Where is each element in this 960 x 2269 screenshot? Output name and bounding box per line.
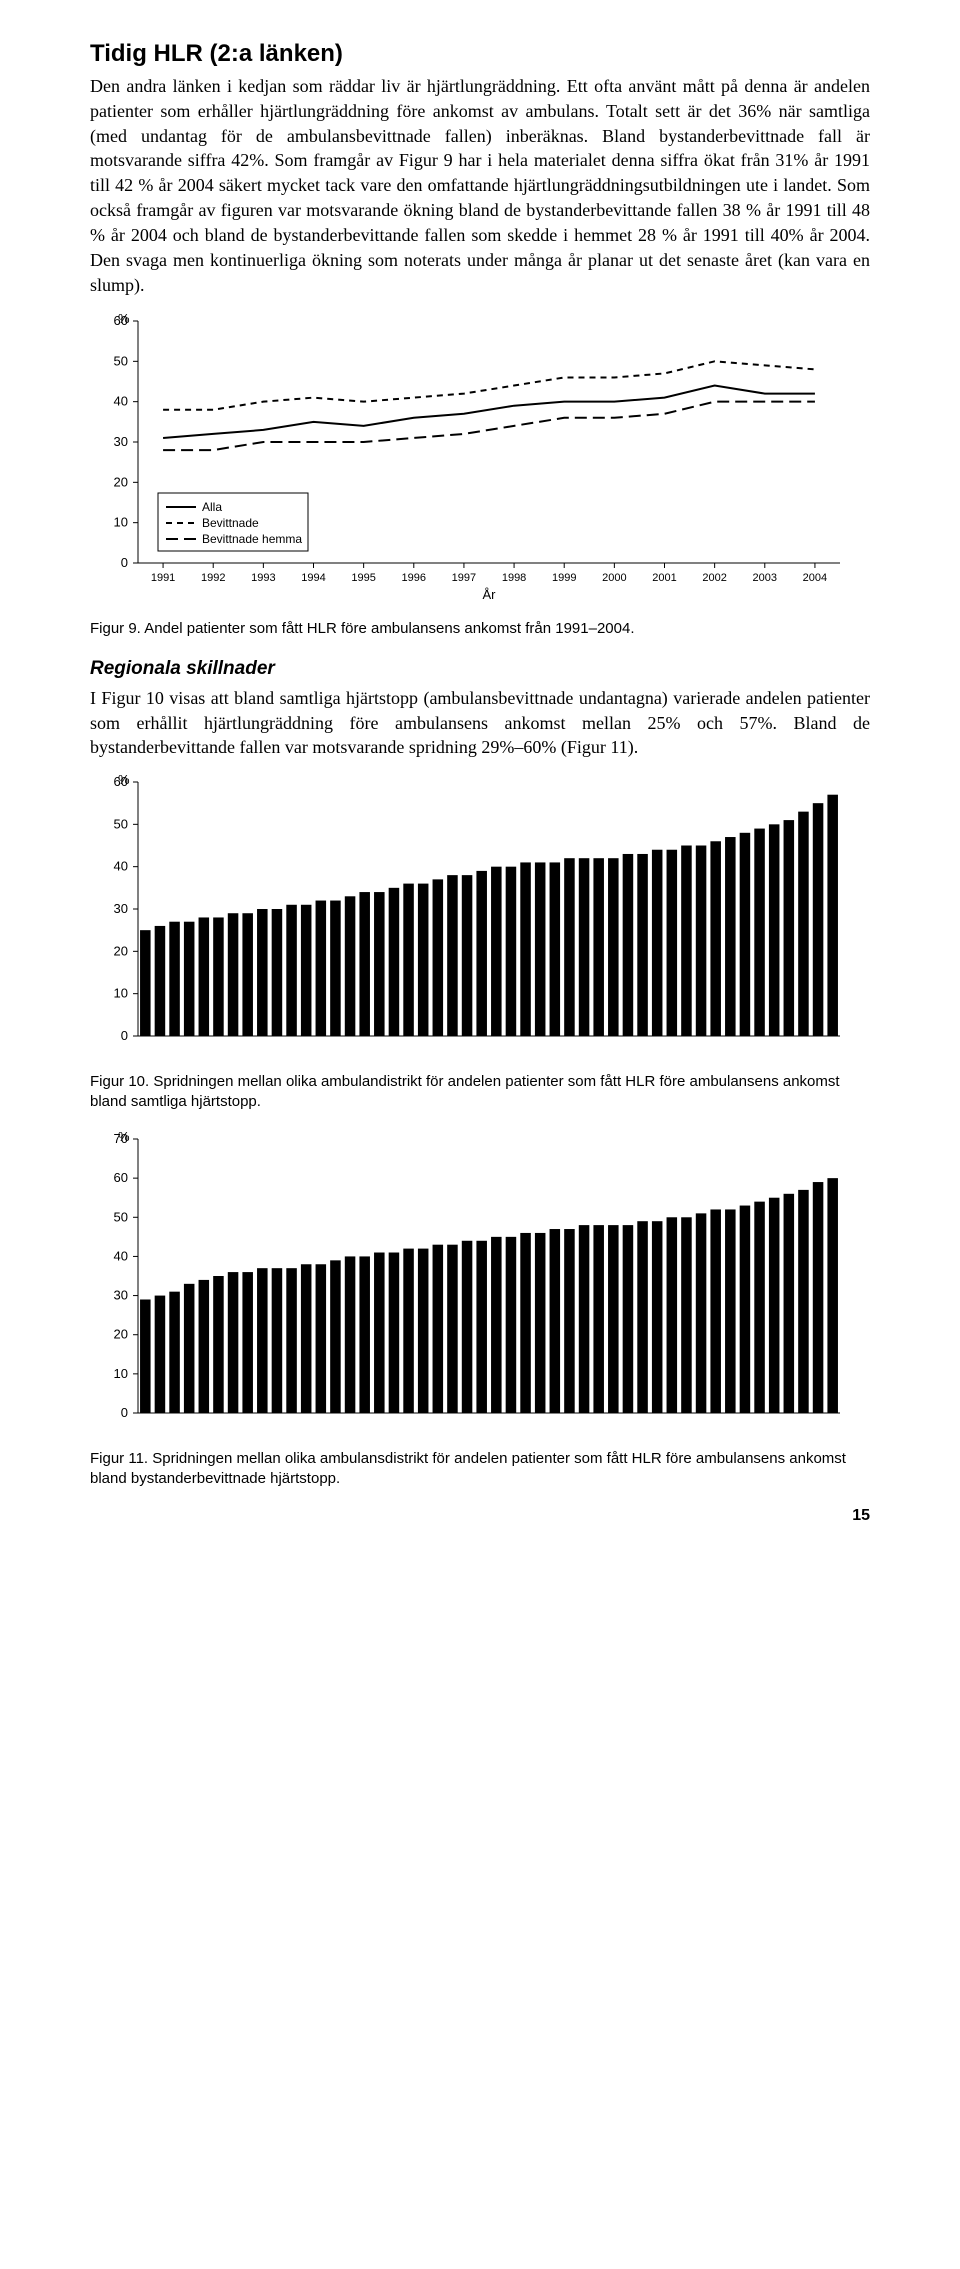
subheading-regional: Regionala skillnader — [90, 658, 870, 680]
figure9-chart: 0102030405060199119921993199419951996199… — [90, 311, 870, 611]
svg-text:10: 10 — [114, 1366, 128, 1381]
svg-text:30: 30 — [114, 1287, 128, 1302]
svg-text:40: 40 — [114, 1248, 128, 1263]
svg-text:10: 10 — [114, 515, 128, 530]
svg-text:50: 50 — [114, 817, 128, 832]
svg-text:1991: 1991 — [151, 572, 175, 584]
figure9-caption: Figur 9. Andel patienter som fått HLR fö… — [90, 619, 870, 639]
svg-text:2002: 2002 — [702, 572, 726, 584]
svg-text:2001: 2001 — [652, 572, 676, 584]
svg-text:20: 20 — [114, 944, 128, 959]
svg-text:%: % — [118, 311, 130, 326]
paragraph-1: Den andra länken i kedjan som räddar liv… — [90, 74, 870, 297]
page-heading: Tidig HLR (2:a länken) — [90, 40, 870, 68]
svg-text:Bevittnade: Bevittnade — [202, 516, 259, 530]
svg-text:60: 60 — [114, 1170, 128, 1185]
svg-text:0: 0 — [121, 1405, 128, 1420]
svg-text:År: År — [483, 587, 497, 602]
svg-text:40: 40 — [114, 394, 128, 409]
svg-text:1996: 1996 — [402, 572, 426, 584]
svg-text:2004: 2004 — [803, 572, 827, 584]
svg-text:2003: 2003 — [753, 572, 777, 584]
figure11-caption: Figur 11. Spridningen mellan olika ambul… — [90, 1449, 870, 1490]
svg-text:%: % — [118, 774, 130, 787]
svg-text:20: 20 — [114, 475, 128, 490]
svg-text:40: 40 — [114, 859, 128, 874]
paragraph-2: I Figur 10 visas att bland samtliga hjär… — [90, 686, 870, 760]
svg-text:20: 20 — [114, 1326, 128, 1341]
svg-text:1999: 1999 — [552, 572, 576, 584]
svg-text:1995: 1995 — [351, 572, 375, 584]
figure11-chart: 010203040506070% — [90, 1131, 870, 1441]
page-number: 15 — [90, 1507, 870, 1525]
svg-text:1992: 1992 — [201, 572, 225, 584]
svg-text:10: 10 — [114, 986, 128, 1001]
svg-text:30: 30 — [114, 901, 128, 916]
svg-text:50: 50 — [114, 1209, 128, 1224]
svg-text:1997: 1997 — [452, 572, 476, 584]
svg-text:1994: 1994 — [301, 572, 325, 584]
svg-text:1993: 1993 — [251, 572, 275, 584]
svg-text:30: 30 — [114, 434, 128, 449]
figure10-caption: Figur 10. Spridningen mellan olika ambul… — [90, 1072, 870, 1113]
svg-text:0: 0 — [121, 555, 128, 570]
svg-text:Alla: Alla — [202, 500, 222, 514]
svg-text:Bevittnade hemma: Bevittnade hemma — [202, 532, 302, 546]
svg-text:%: % — [118, 1131, 130, 1144]
svg-text:50: 50 — [114, 354, 128, 369]
figure10-chart: 0102030405060% — [90, 774, 870, 1064]
svg-text:0: 0 — [121, 1028, 128, 1043]
svg-text:2000: 2000 — [602, 572, 626, 584]
svg-text:1998: 1998 — [502, 572, 526, 584]
